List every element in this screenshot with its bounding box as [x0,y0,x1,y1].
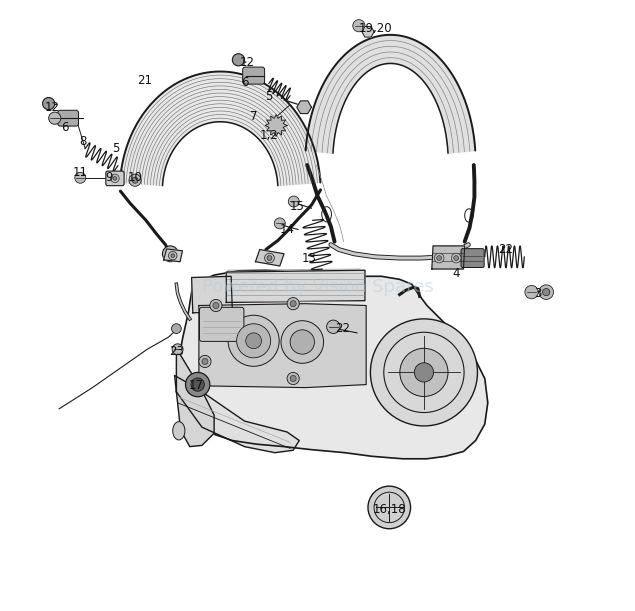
FancyBboxPatch shape [199,307,244,342]
Polygon shape [255,249,284,266]
Circle shape [414,363,434,382]
Circle shape [191,378,204,391]
Circle shape [202,359,208,365]
Text: 3: 3 [534,287,542,300]
Text: 11: 11 [73,166,88,180]
Circle shape [43,98,55,109]
Circle shape [49,112,61,124]
Polygon shape [164,249,182,262]
Circle shape [451,253,461,263]
Text: 22: 22 [498,243,514,256]
Circle shape [163,246,178,262]
Circle shape [290,330,314,354]
Text: 14: 14 [279,223,295,236]
Circle shape [171,324,181,334]
Polygon shape [175,375,299,453]
Text: 12: 12 [44,101,59,114]
Circle shape [199,356,211,368]
Text: Powered by Vision Spares: Powered by Vision Spares [202,278,433,296]
Circle shape [437,255,441,260]
Circle shape [400,348,448,397]
FancyBboxPatch shape [58,110,79,126]
Circle shape [326,320,340,334]
Circle shape [454,255,458,260]
Text: 10: 10 [128,171,142,185]
FancyBboxPatch shape [106,171,124,186]
Text: 17: 17 [189,379,203,392]
Circle shape [274,218,285,229]
Text: 1,2: 1,2 [260,129,278,142]
Circle shape [168,251,177,260]
Polygon shape [362,26,374,37]
Circle shape [288,196,299,207]
Circle shape [267,255,272,260]
Text: 4: 4 [452,267,460,280]
Circle shape [185,372,210,397]
Circle shape [246,333,262,349]
Circle shape [171,254,175,257]
Circle shape [353,20,365,32]
Text: 19,20: 19,20 [359,22,392,35]
Text: 23: 23 [169,345,184,357]
Text: 13: 13 [302,252,317,265]
FancyBboxPatch shape [461,249,484,268]
Circle shape [132,177,138,183]
Ellipse shape [173,422,185,440]
Text: 5: 5 [265,90,272,103]
Text: 9: 9 [106,171,113,185]
Text: 5: 5 [112,142,119,155]
Circle shape [542,288,550,296]
Text: 15: 15 [290,200,305,213]
Text: 6: 6 [62,121,69,134]
Circle shape [237,324,271,358]
Circle shape [290,375,296,381]
Polygon shape [265,114,287,136]
Circle shape [265,253,274,263]
Polygon shape [177,345,214,447]
Text: 12: 12 [240,56,255,68]
Polygon shape [432,246,465,269]
Circle shape [368,486,411,529]
Circle shape [525,285,538,299]
Circle shape [287,372,299,384]
Circle shape [228,315,279,367]
Circle shape [113,177,117,180]
Text: 16,18: 16,18 [373,503,406,516]
Text: 8: 8 [79,135,87,148]
Circle shape [370,319,478,426]
Text: 21: 21 [137,74,152,87]
Polygon shape [120,71,320,186]
Circle shape [213,302,219,309]
Circle shape [172,344,183,355]
Polygon shape [226,270,365,302]
FancyBboxPatch shape [243,67,265,84]
Polygon shape [178,270,488,459]
Circle shape [232,54,244,66]
Circle shape [434,253,444,263]
Text: 6: 6 [241,76,248,89]
Polygon shape [192,276,232,313]
Circle shape [281,321,324,364]
Circle shape [287,298,299,310]
Text: 22: 22 [335,322,351,335]
Circle shape [210,299,222,312]
Circle shape [75,172,86,183]
Circle shape [129,174,141,186]
Circle shape [539,285,554,299]
Circle shape [110,174,119,183]
Text: 7: 7 [250,111,257,123]
Polygon shape [199,304,366,387]
Polygon shape [297,101,311,114]
Circle shape [290,301,296,307]
Polygon shape [305,35,475,153]
